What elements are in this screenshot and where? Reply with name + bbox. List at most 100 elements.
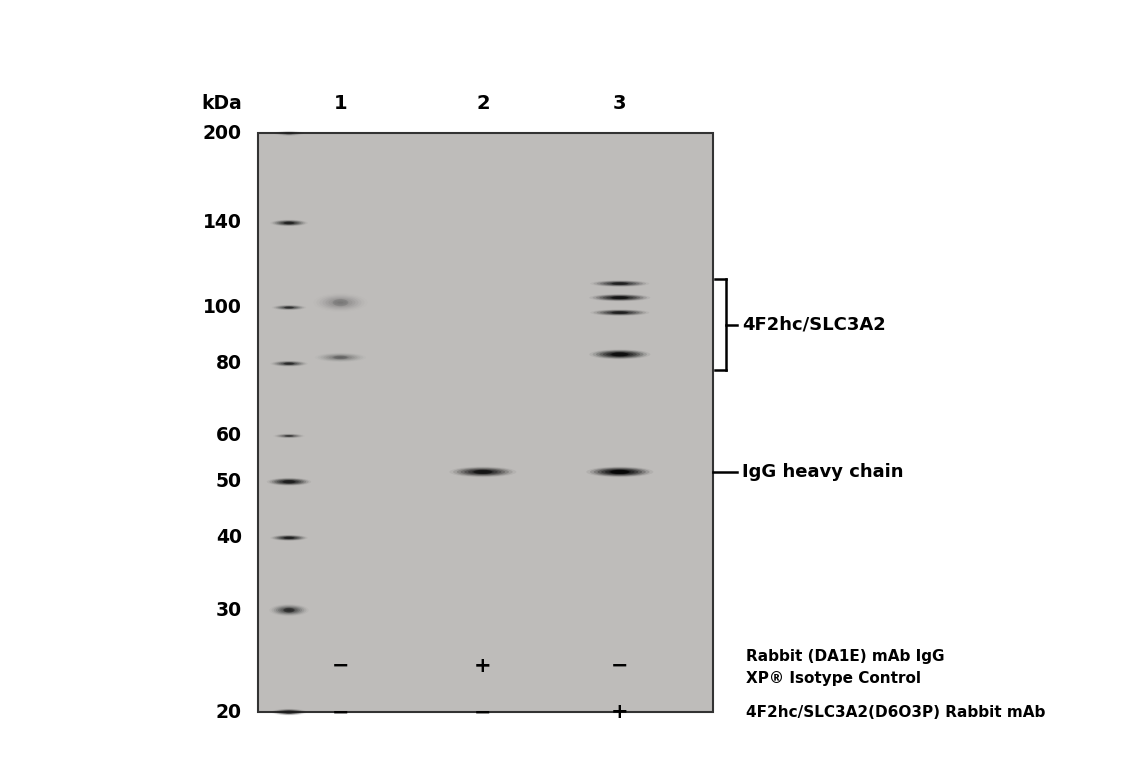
Ellipse shape [613, 297, 626, 299]
Text: +: + [610, 702, 629, 722]
Ellipse shape [329, 299, 353, 306]
Ellipse shape [610, 470, 629, 474]
Ellipse shape [600, 281, 639, 286]
Ellipse shape [281, 132, 297, 135]
Ellipse shape [283, 537, 296, 539]
Ellipse shape [284, 222, 294, 224]
Ellipse shape [592, 294, 647, 301]
Ellipse shape [285, 537, 293, 538]
Ellipse shape [281, 607, 298, 613]
Ellipse shape [277, 710, 301, 714]
Ellipse shape [272, 478, 306, 485]
Ellipse shape [456, 468, 509, 476]
Ellipse shape [285, 132, 293, 134]
Ellipse shape [285, 307, 293, 308]
Ellipse shape [275, 710, 302, 715]
Ellipse shape [332, 356, 349, 359]
Text: −: − [332, 656, 349, 676]
Text: 3: 3 [613, 94, 626, 114]
Ellipse shape [593, 468, 646, 476]
Ellipse shape [278, 536, 299, 540]
Ellipse shape [283, 711, 294, 713]
Ellipse shape [281, 362, 298, 365]
Ellipse shape [326, 355, 355, 360]
Ellipse shape [282, 306, 297, 309]
Ellipse shape [597, 310, 642, 315]
Ellipse shape [598, 468, 642, 475]
Ellipse shape [616, 297, 623, 298]
Ellipse shape [599, 295, 640, 300]
Ellipse shape [276, 362, 301, 366]
Ellipse shape [609, 353, 630, 356]
Ellipse shape [593, 310, 646, 316]
Ellipse shape [613, 312, 626, 313]
Ellipse shape [277, 434, 301, 438]
Text: 2: 2 [476, 94, 489, 114]
Ellipse shape [471, 470, 494, 474]
Ellipse shape [610, 312, 630, 314]
Ellipse shape [286, 610, 291, 611]
Ellipse shape [278, 435, 299, 438]
Text: −: − [332, 702, 349, 722]
Ellipse shape [602, 296, 637, 300]
Ellipse shape [275, 535, 304, 540]
Ellipse shape [284, 435, 293, 437]
Ellipse shape [607, 311, 633, 314]
Ellipse shape [276, 479, 301, 484]
Ellipse shape [476, 471, 491, 473]
Ellipse shape [334, 300, 347, 305]
Ellipse shape [590, 310, 649, 316]
Ellipse shape [284, 609, 293, 611]
Ellipse shape [276, 220, 301, 225]
Ellipse shape [323, 296, 358, 309]
Ellipse shape [334, 356, 346, 359]
Text: 40: 40 [216, 528, 242, 548]
Ellipse shape [274, 305, 305, 310]
Ellipse shape [610, 283, 630, 285]
Ellipse shape [280, 710, 299, 714]
Ellipse shape [607, 282, 633, 285]
Ellipse shape [474, 470, 492, 474]
Ellipse shape [273, 535, 306, 541]
Ellipse shape [319, 296, 362, 310]
Ellipse shape [612, 296, 629, 299]
Ellipse shape [273, 709, 305, 715]
Ellipse shape [606, 296, 633, 300]
Ellipse shape [616, 354, 623, 355]
Ellipse shape [612, 353, 629, 356]
Text: 1: 1 [333, 94, 347, 114]
Ellipse shape [276, 306, 302, 310]
Ellipse shape [284, 362, 294, 365]
Text: 20: 20 [216, 703, 242, 722]
Text: 80: 80 [216, 354, 242, 373]
Ellipse shape [274, 605, 305, 615]
Ellipse shape [281, 710, 297, 713]
Text: Rabbit (DA1E) mAb IgG: Rabbit (DA1E) mAb IgG [746, 649, 945, 664]
Ellipse shape [285, 133, 292, 134]
Ellipse shape [602, 352, 637, 357]
Ellipse shape [590, 467, 649, 477]
Ellipse shape [600, 310, 639, 315]
Text: +: + [474, 656, 492, 676]
Ellipse shape [338, 357, 343, 358]
Ellipse shape [283, 480, 296, 483]
Ellipse shape [275, 361, 304, 366]
Ellipse shape [281, 435, 298, 437]
Ellipse shape [284, 481, 294, 482]
Text: 200: 200 [203, 124, 242, 143]
Ellipse shape [276, 536, 301, 540]
Ellipse shape [280, 306, 299, 309]
Ellipse shape [276, 606, 302, 614]
Ellipse shape [281, 537, 298, 539]
Ellipse shape [325, 297, 356, 308]
Text: kDa: kDa [201, 94, 242, 114]
Text: 50: 50 [216, 472, 242, 492]
Ellipse shape [284, 306, 293, 309]
Ellipse shape [274, 479, 304, 485]
Ellipse shape [613, 283, 626, 284]
Ellipse shape [277, 131, 300, 135]
Text: IgG heavy chain: IgG heavy chain [743, 463, 904, 481]
Ellipse shape [597, 281, 642, 286]
Ellipse shape [599, 351, 640, 358]
Ellipse shape [596, 350, 644, 358]
